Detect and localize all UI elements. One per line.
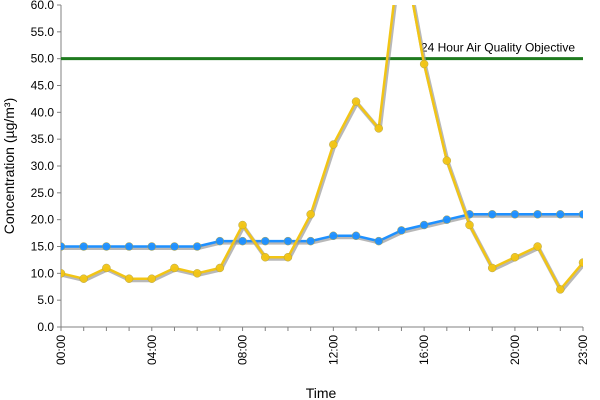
- data-point: [124, 242, 134, 251]
- air-quality-objective-label: 24 Hour Air Quality Objective: [421, 41, 575, 55]
- x-tick-label: 00:00: [54, 335, 68, 365]
- data-point: [578, 210, 583, 219]
- data-point: [238, 220, 247, 230]
- data-point: [192, 269, 202, 278]
- data-point: [124, 274, 134, 283]
- series-layer: [61, 5, 583, 294]
- y-tick-label: 45.0: [31, 79, 55, 93]
- data-point: [351, 97, 361, 106]
- x-tick-label: 08:00: [236, 335, 250, 365]
- series-1-shadow: [62, 213, 583, 250]
- data-point: [170, 242, 179, 251]
- data-point: [79, 274, 88, 283]
- y-tick-label: 15.0: [31, 240, 55, 254]
- reference-layer: 24 Hour Air Quality Objective: [61, 41, 583, 61]
- data-point: [170, 263, 179, 273]
- data-point: [238, 236, 247, 246]
- data-point: [465, 220, 474, 230]
- data-point: [261, 236, 270, 246]
- data-point: [374, 124, 383, 133]
- x-tick-label: 04:00: [145, 335, 159, 365]
- data-point: [147, 274, 157, 283]
- x-tick-label: 20:00: [508, 335, 522, 365]
- data-point: [79, 242, 88, 251]
- data-point: [556, 285, 565, 294]
- data-point: [147, 242, 157, 251]
- data-point: [487, 210, 497, 219]
- data-point: [533, 210, 542, 219]
- data-point: [61, 242, 66, 251]
- data-point: [215, 236, 225, 246]
- data-point: [283, 252, 293, 262]
- data-point: [61, 269, 66, 278]
- data-point: [510, 210, 520, 219]
- y-tick-label: 55.0: [31, 25, 55, 39]
- data-point: [419, 220, 429, 230]
- data-point: [578, 258, 583, 267]
- data-point: [533, 242, 542, 251]
- data-point: [397, 226, 406, 235]
- y-tick-label: 40.0: [31, 105, 55, 119]
- y-axis: 0.0 5.0 10.0 15.0 20.0 25.0 30.0 35.0 40.0 45.0 50…: [31, 0, 62, 334]
- data-point: [329, 140, 338, 149]
- data-point: [306, 210, 315, 219]
- data-point: [306, 236, 315, 246]
- series-1: [61, 210, 583, 251]
- data-point: [442, 156, 452, 165]
- data-point: [487, 263, 497, 273]
- y-tick-label: 60.0: [31, 0, 55, 12]
- data-point: [510, 252, 520, 262]
- data-point: [374, 236, 383, 246]
- y-tick-label: 5.0: [37, 293, 54, 307]
- data-point: [215, 263, 225, 273]
- x-tick-label: 16:00: [417, 335, 431, 365]
- series-2: [61, 5, 583, 294]
- data-point: [556, 210, 565, 219]
- data-point: [419, 59, 429, 69]
- data-point: [442, 215, 452, 224]
- y-tick-label: 30.0: [31, 159, 55, 173]
- x-axis: 00:00 04:00 08:00 12:00 16:00 20:00 23:00: [54, 326, 590, 365]
- data-point: [102, 263, 111, 273]
- data-point: [283, 236, 293, 246]
- y-tick-label: 35.0: [31, 132, 55, 146]
- y-tick-label: 20.0: [31, 213, 55, 227]
- y-axis-title: Concentration (µg/m³): [1, 98, 17, 234]
- data-point: [329, 231, 338, 241]
- y-tick-label: 50.0: [31, 52, 55, 66]
- data-point: [192, 242, 202, 251]
- data-point: [351, 231, 361, 241]
- data-point: [102, 242, 111, 251]
- y-tick-label: 25.0: [31, 186, 55, 200]
- data-point: [261, 252, 270, 262]
- x-tick-label: 12:00: [326, 335, 340, 365]
- y-tick-label: 10.0: [31, 266, 55, 280]
- x-axis-title: Time: [306, 385, 337, 400]
- x-tick-label: 23:00: [576, 335, 590, 365]
- y-tick-label: 0.0: [37, 320, 54, 334]
